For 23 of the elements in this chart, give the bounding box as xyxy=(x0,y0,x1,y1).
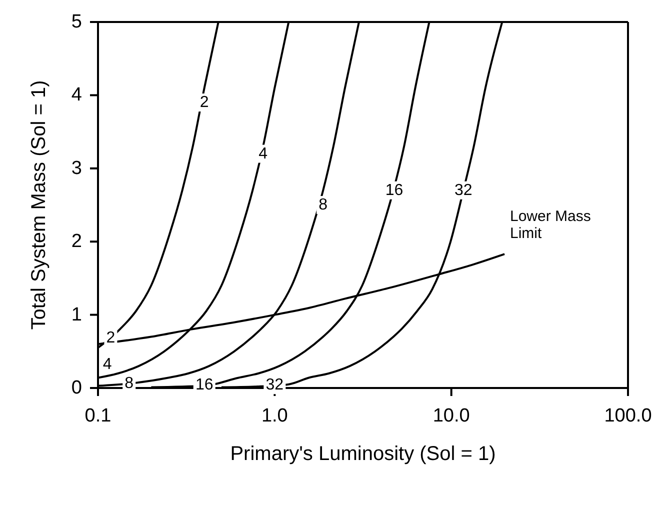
y-tick-label: 0 xyxy=(71,378,82,398)
annotation: 4 xyxy=(258,145,268,162)
y-tick-label: 2 xyxy=(71,231,82,252)
annotation: 16 xyxy=(385,182,404,199)
y-axis-title: Total System Mass (Sol = 1) xyxy=(28,80,50,330)
annotation: 4 xyxy=(102,356,112,374)
annotation: 32 xyxy=(454,182,472,199)
x-tick-label: 1.0 xyxy=(261,405,288,426)
x-tick-label: 10.0 xyxy=(432,405,470,426)
y-tick-label: 3 xyxy=(71,158,82,179)
x-tick-label: 100.0 xyxy=(604,405,652,426)
annotation: 2 xyxy=(200,94,209,112)
annotation: Lower Mass Limit xyxy=(510,208,592,242)
annotation: 8 xyxy=(124,375,134,392)
annotation: 16 xyxy=(195,376,214,394)
y-tick-label: 4 xyxy=(71,84,82,106)
annotation: 32 xyxy=(266,376,284,394)
annotation: 2 xyxy=(106,330,116,347)
x-axis-title: Primary's Luminosity (Sol = 1) xyxy=(230,443,496,465)
annotation: 8 xyxy=(318,196,328,214)
x-tick-label: 0.1 xyxy=(84,405,112,426)
y-tick-label: 1 xyxy=(71,304,82,326)
y-tick-label: 5 xyxy=(71,12,82,32)
